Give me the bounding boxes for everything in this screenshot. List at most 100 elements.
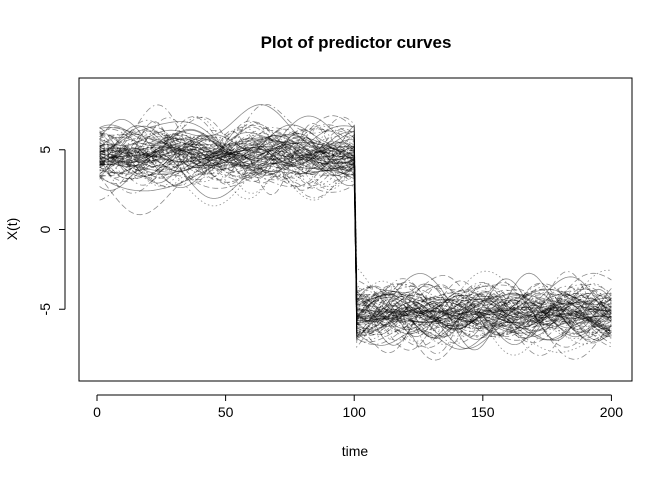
- predictor-curve: [99, 127, 612, 318]
- predictor-curve: [99, 136, 612, 324]
- predictor-curve: [99, 121, 612, 338]
- predictor-curve: [99, 146, 612, 336]
- predictor-curve: [99, 116, 612, 353]
- predictor-curve: [99, 135, 612, 343]
- predictor-curve: [99, 129, 612, 319]
- predictor-curve: [99, 136, 612, 346]
- predictor-curve: [99, 135, 612, 313]
- plot-frame: [78, 77, 633, 382]
- predictor-curve: [99, 145, 612, 333]
- predictor-curve: [99, 129, 612, 326]
- predictor-curve: [99, 144, 612, 331]
- predictor-curve: [99, 156, 612, 334]
- predictor-curve: [99, 150, 612, 323]
- predictor-curve: [99, 129, 612, 320]
- predictor-curve: [99, 156, 612, 321]
- predictor-curve: [99, 140, 612, 325]
- predictor-curve: [99, 147, 612, 325]
- predictor-curve: [99, 134, 612, 320]
- x-axis-ticks: 0 50 100 150 200: [93, 395, 623, 420]
- x-axis-label: time: [342, 443, 369, 459]
- predictor-curve: [99, 147, 612, 330]
- predictor-curve: [99, 149, 612, 330]
- predictor-curve: [99, 134, 612, 338]
- predictor-curve: [99, 130, 612, 336]
- predictor-curve: [99, 146, 612, 312]
- predictor-curve: [99, 135, 612, 337]
- predictor-curve: [99, 124, 612, 360]
- predictor-curve: [99, 142, 612, 355]
- predictor-curve: [99, 123, 612, 354]
- y-axis-label: X(t): [4, 218, 20, 241]
- predictor-curve: [99, 147, 612, 322]
- predictor-curve: [99, 153, 612, 321]
- predictor-curve: [99, 136, 612, 331]
- predictor-curve: [99, 139, 612, 337]
- x-tick-label: 100: [343, 404, 367, 420]
- x-tick-label: 0: [93, 404, 101, 420]
- predictor-curve: [99, 154, 612, 332]
- predictor-curve: [99, 126, 612, 339]
- predictor-curve: [99, 150, 612, 340]
- predictor-curve: [99, 104, 612, 324]
- predictor-curve: [99, 133, 612, 356]
- predictor-curve: [99, 115, 612, 348]
- predictor-curve: [99, 138, 612, 324]
- predictor-curve: [99, 145, 612, 348]
- predictor-curve: [99, 141, 612, 334]
- predictor-curve: [99, 144, 612, 343]
- predictor-curve: [99, 133, 612, 323]
- predictor-curve: [99, 145, 612, 321]
- predictor-curve: [99, 149, 612, 318]
- predictor-curve: [99, 147, 612, 328]
- predictor-curve: [99, 132, 612, 337]
- predictor-curve: [99, 119, 612, 348]
- predictor-curve: [99, 143, 612, 327]
- predictor-curve: [99, 147, 612, 336]
- predictor-curve: [99, 125, 612, 351]
- predictor-curve: [99, 146, 612, 318]
- predictor-curve: [99, 120, 612, 328]
- predictor-curve: [99, 135, 612, 334]
- predictor-curve: [99, 126, 612, 325]
- predictor-curve: [99, 127, 612, 326]
- x-tick-label: 50: [218, 404, 234, 420]
- predictor-curve: [99, 149, 612, 336]
- predictor-curve: [99, 104, 612, 356]
- predictor-curve: [99, 144, 612, 346]
- predictor-curve: [99, 121, 612, 344]
- predictor-curve: [99, 155, 612, 328]
- predictor-curve: [99, 133, 612, 326]
- predictor-curve: [99, 116, 612, 324]
- predictor-curve: [99, 137, 612, 361]
- y-tick-label: 0: [37, 225, 53, 233]
- predictor-curve: [99, 144, 612, 339]
- predictor-curve: [99, 128, 612, 314]
- predictor-curve: [99, 139, 612, 344]
- predictor-curve: [99, 148, 612, 337]
- predictor-curve: [99, 132, 612, 345]
- chart-title: Plot of predictor curves: [261, 33, 452, 52]
- predictor-curve: [99, 161, 612, 333]
- predictor-curve: [99, 146, 612, 329]
- predictor-curve: [99, 142, 612, 339]
- x-tick-label: 200: [600, 404, 624, 420]
- predictor-curve: [99, 138, 612, 332]
- predictor-curve: [99, 130, 612, 342]
- predictor-curve: [99, 142, 612, 351]
- predictor-curve: [99, 134, 612, 322]
- predictor-curve: [99, 125, 612, 339]
- y-axis-ticks: -5 0 5: [37, 146, 65, 316]
- predictor-curve: [99, 119, 612, 334]
- x-tick-label: 150: [471, 404, 495, 420]
- predictor-curve: [99, 116, 612, 347]
- y-tick-label: 5: [37, 146, 53, 154]
- y-tick-label: -5: [37, 303, 53, 316]
- predictor-curve: [99, 115, 612, 350]
- predictor-curve: [99, 157, 612, 338]
- predictor-curve: [99, 126, 612, 334]
- predictor-curves: [99, 104, 612, 361]
- predictor-curve: [99, 125, 612, 318]
- predictor-curve: [99, 134, 612, 331]
